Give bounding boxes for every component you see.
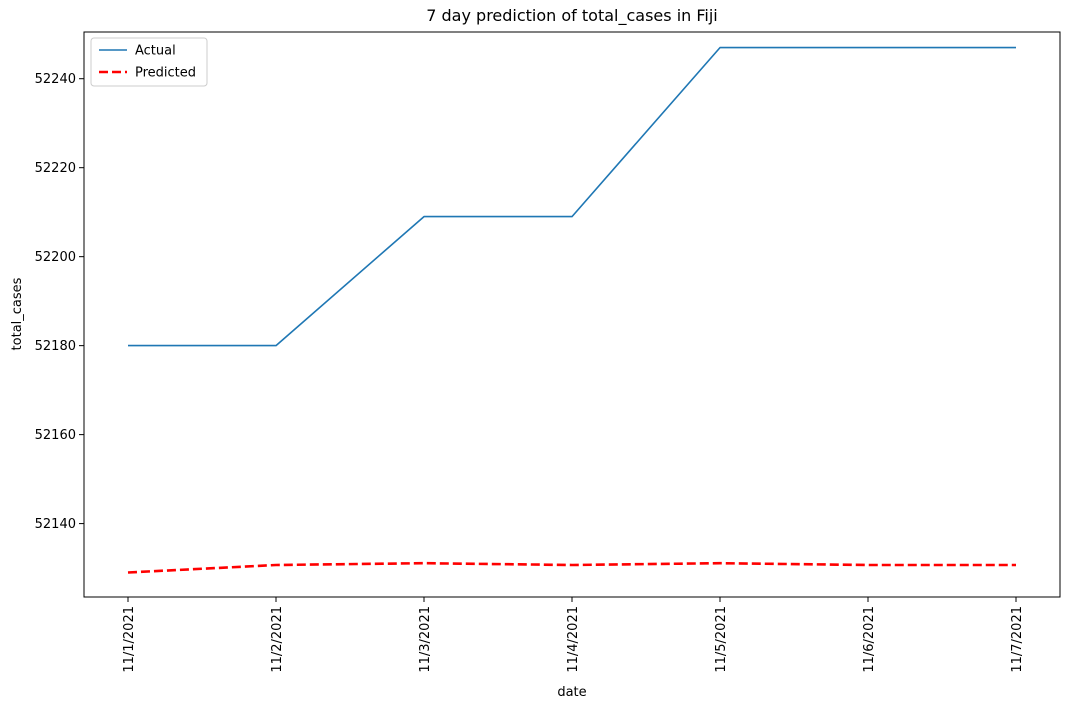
y-tick-label: 52200	[35, 250, 76, 265]
x-axis: 11/1/2021 11/2/2021 11/3/2021 11/4/2021 11/5…	[122, 597, 1025, 673]
x-axis-title: date	[557, 685, 586, 700]
x-tick-label: 11/2/2021	[270, 606, 285, 673]
legend-label-actual: Actual	[135, 44, 176, 59]
y-tick-label: 52240	[35, 72, 76, 87]
plot-area	[127, 46, 1016, 574]
y-axis-title: total_cases	[10, 277, 25, 350]
x-tick-label: 11/6/2021	[862, 606, 877, 673]
legend: Actual Predicted	[90, 37, 208, 87]
x-tick-label: 11/5/2021	[714, 606, 729, 673]
y-tick-label: 52180	[35, 339, 76, 354]
chart-title: 7 day prediction of total_cases in Fiji	[426, 6, 717, 26]
y-tick-label: 52220	[35, 161, 76, 176]
x-tick-label: 11/3/2021	[418, 606, 433, 673]
x-tick-label: 11/4/2021	[566, 606, 581, 673]
legend-label-predicted: Predicted	[135, 66, 196, 81]
x-tick-label: 11/1/2021	[122, 606, 137, 673]
y-axis: 52140 52160 52180 52200 52220 52240	[35, 72, 84, 532]
series-line-predicted	[127, 561, 1016, 574]
series-line-actual	[128, 46, 1016, 347]
y-tick-label: 52140	[35, 517, 76, 532]
x-tick-label: 11/7/2021	[1010, 606, 1025, 673]
y-tick-label: 52160	[35, 428, 76, 443]
